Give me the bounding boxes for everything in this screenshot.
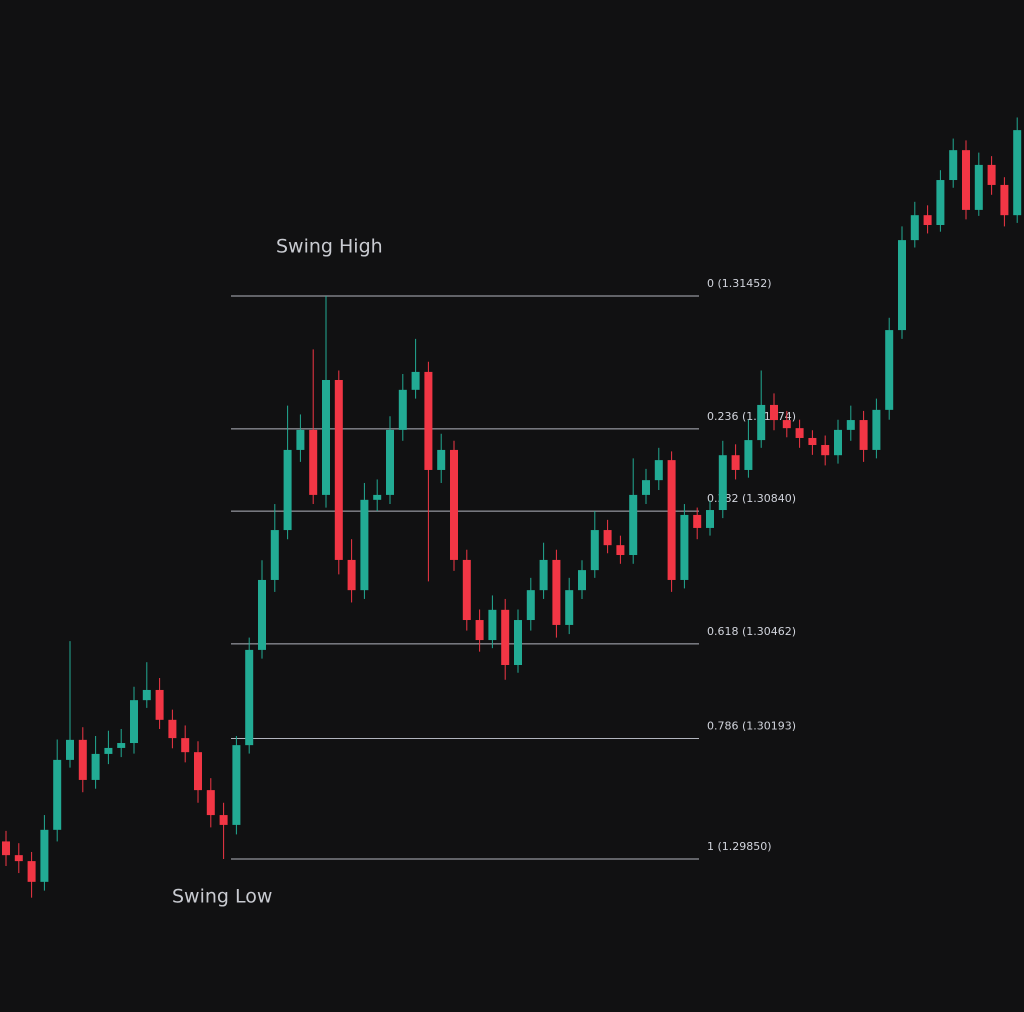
fib-label: 1 (1.29850) — [707, 840, 772, 853]
candle-body — [270, 530, 279, 580]
annotation: Swing High — [276, 236, 383, 258]
fib-label: 0.618 (1.30462) — [707, 625, 796, 638]
candle-body — [552, 559, 561, 625]
candle-body — [322, 379, 330, 495]
candle-body — [629, 494, 638, 556]
candle-body — [194, 752, 202, 791]
candle-body — [654, 460, 663, 481]
candle-body — [219, 815, 228, 825]
candle-body — [962, 150, 970, 210]
candle-body — [834, 429, 842, 456]
candle-body — [104, 747, 113, 754]
candle-body — [373, 494, 382, 500]
fib-label: 0 (1.31452) — [707, 277, 772, 290]
candle-body — [987, 164, 996, 185]
candle-body — [501, 609, 510, 666]
candle-body — [770, 404, 778, 421]
candle-body — [117, 743, 126, 748]
candle-body — [309, 429, 318, 495]
candle-body — [2, 841, 10, 856]
candle-body — [130, 700, 138, 744]
candle-body — [245, 649, 254, 746]
candle-body — [334, 379, 343, 560]
candle-body — [40, 829, 49, 882]
candle-body — [680, 514, 689, 580]
candle-body — [744, 440, 753, 470]
candle-body — [808, 437, 817, 446]
candle-body — [411, 371, 420, 390]
candle-body — [14, 855, 23, 862]
annotation: Swing Low — [172, 886, 272, 908]
candle-body — [232, 745, 241, 825]
candle-body — [974, 164, 983, 210]
candle-body — [706, 510, 714, 528]
candle-body — [283, 449, 292, 531]
candle-body — [821, 445, 830, 456]
candle-body — [360, 499, 369, 591]
candle-body — [424, 371, 433, 470]
candle-body — [693, 514, 702, 528]
candle-body — [795, 428, 804, 438]
candle-body — [488, 609, 497, 641]
candle-body — [155, 689, 164, 720]
candle-body — [949, 150, 958, 181]
candle-body — [578, 570, 586, 591]
candle-body — [872, 409, 881, 450]
candle-body — [258, 579, 266, 650]
candle-body — [347, 559, 356, 591]
candle-body — [398, 389, 407, 430]
candle-body — [757, 404, 766, 441]
candle-body — [565, 590, 574, 625]
fib-label: 0.382 (1.30840) — [707, 492, 796, 505]
candle-body — [1000, 184, 1009, 216]
candle-body — [782, 420, 791, 429]
candle-body — [1013, 130, 1022, 216]
candle-body — [667, 460, 676, 580]
candle-body — [731, 455, 740, 470]
candle-body — [898, 240, 906, 331]
candle-body — [53, 759, 62, 830]
candle-body — [386, 429, 394, 495]
candle-body — [590, 530, 599, 571]
candle-body — [78, 739, 87, 780]
candle-body — [885, 330, 894, 410]
candle-body — [91, 753, 100, 780]
candle-body — [27, 861, 36, 882]
candle-body — [475, 620, 484, 641]
fib-label: 0.236 (1.31074) — [707, 410, 796, 423]
candle-body — [616, 545, 625, 556]
candle-body — [846, 420, 855, 430]
candle-body — [910, 215, 919, 241]
candle-body — [603, 530, 612, 546]
candle-body — [206, 790, 215, 816]
candle-body — [526, 590, 535, 621]
candle-body — [168, 719, 177, 739]
candle-body — [142, 689, 151, 701]
candle-body — [936, 180, 945, 226]
candle-body — [66, 739, 74, 760]
candle-body — [514, 620, 522, 666]
candle-body — [450, 449, 458, 560]
candle-body — [539, 559, 548, 591]
candle-body — [181, 738, 190, 753]
candle-body — [923, 215, 932, 226]
candle-body — [859, 420, 868, 450]
candle-body — [718, 455, 727, 511]
candle-body — [462, 559, 471, 621]
candle-body — [437, 449, 446, 470]
candle-body — [642, 480, 650, 495]
fib-label: 0.786 (1.30193) — [707, 719, 796, 732]
candle-body — [296, 429, 305, 450]
